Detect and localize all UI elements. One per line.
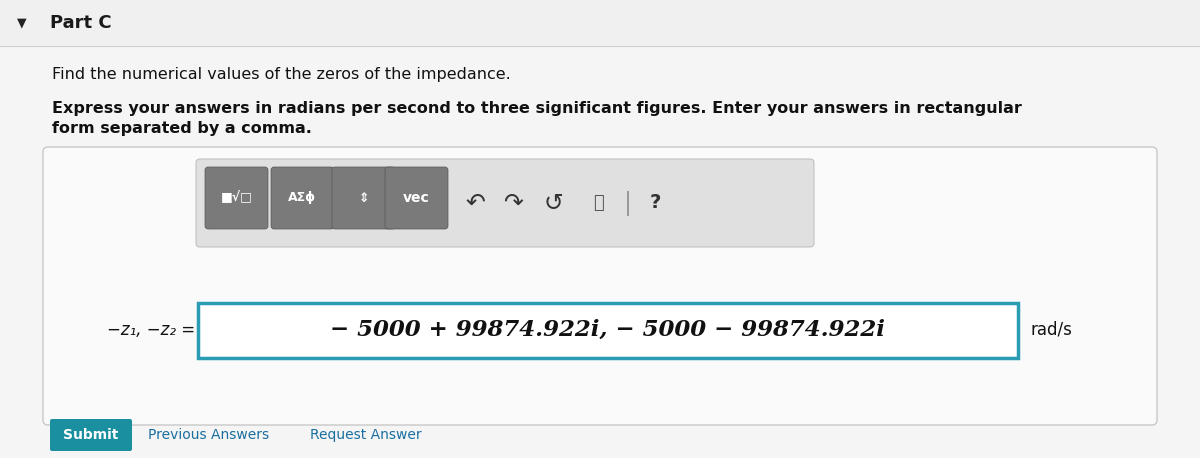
Text: ?: ? (649, 193, 661, 213)
Text: ↶: ↶ (466, 191, 485, 215)
Text: Part C: Part C (50, 14, 112, 32)
Text: 🖮: 🖮 (593, 194, 604, 212)
Text: ↺: ↺ (544, 191, 563, 215)
Text: Previous Answers: Previous Answers (148, 428, 269, 442)
Text: Find the numerical values of the zeros of the impedance.: Find the numerical values of the zeros o… (52, 67, 511, 82)
FancyBboxPatch shape (332, 167, 395, 229)
Text: Express your answers in radians per second to three significant figures. Enter y: Express your answers in radians per seco… (52, 100, 1022, 115)
FancyBboxPatch shape (271, 167, 334, 229)
Text: −z₁, −z₂ =: −z₁, −z₂ = (107, 321, 194, 339)
FancyBboxPatch shape (385, 167, 448, 229)
Text: rad/s: rad/s (1030, 321, 1072, 339)
Text: ■√□: ■√□ (221, 191, 252, 205)
Bar (198, 302, 1018, 358)
Text: Request Answer: Request Answer (310, 428, 421, 442)
Text: |: | (624, 191, 632, 216)
Text: Submit: Submit (64, 428, 119, 442)
Text: AΣϕ: AΣϕ (288, 191, 317, 205)
Text: ⇕: ⇕ (359, 191, 368, 205)
FancyBboxPatch shape (43, 147, 1157, 425)
Text: ▼: ▼ (17, 16, 26, 29)
Text: − 5000 + 99874.922i, − 5000 − 99874.922i: − 5000 + 99874.922i, − 5000 − 99874.922i (330, 319, 886, 341)
FancyBboxPatch shape (50, 419, 132, 451)
Bar (0, 0, 1200, 46)
Text: ↷: ↷ (503, 191, 523, 215)
Text: form separated by a comma.: form separated by a comma. (52, 120, 312, 136)
FancyBboxPatch shape (196, 159, 814, 247)
Text: vec: vec (403, 191, 430, 205)
FancyBboxPatch shape (205, 167, 268, 229)
